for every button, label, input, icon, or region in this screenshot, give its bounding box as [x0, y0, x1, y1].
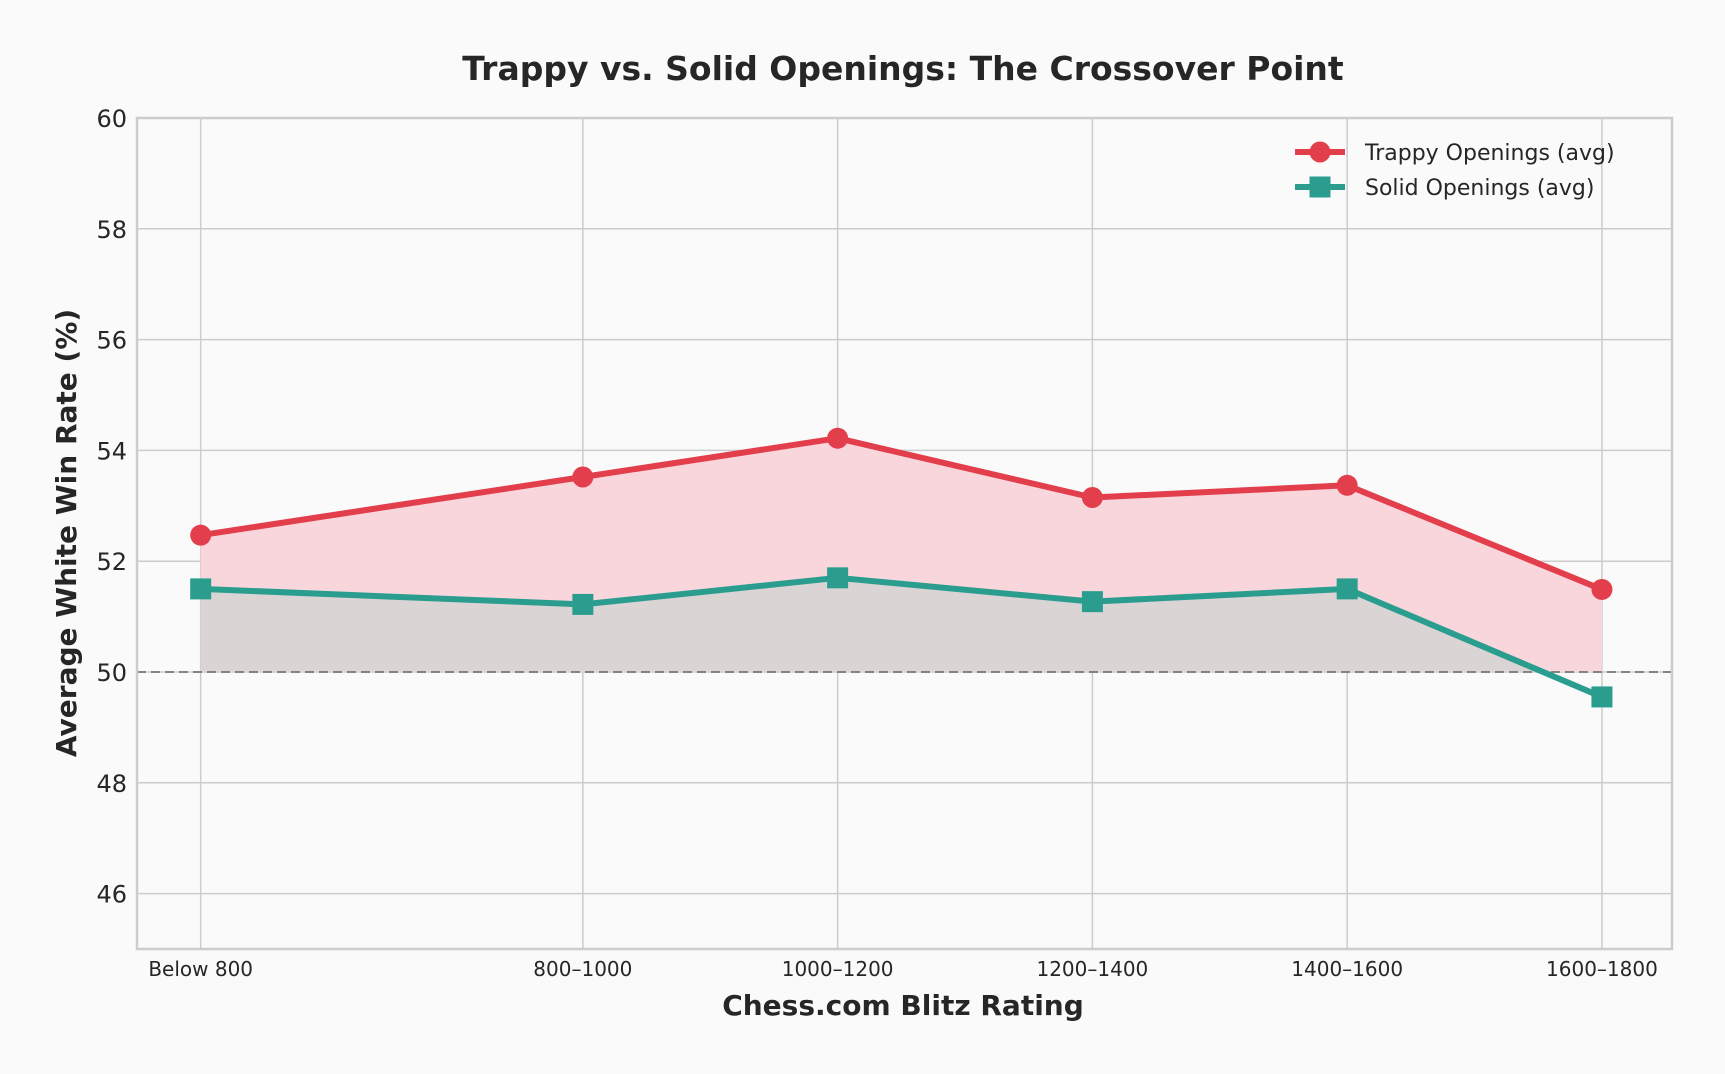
area-fills	[200, 438, 1602, 672]
data-point-trappy	[572, 466, 594, 488]
x-tick-label: 800–1000	[533, 957, 632, 981]
data-point-trappy	[1081, 486, 1103, 508]
series-line-0	[197, 435, 1605, 593]
y-tick-label: 50	[96, 659, 127, 687]
y-tick-label: 54	[96, 437, 127, 465]
chart-title: Trappy vs. Solid Openings: The Crossover…	[462, 49, 1344, 88]
x-tick-label: 1200–1400	[1036, 957, 1148, 981]
series-line-1	[197, 574, 1605, 700]
x-tick-label: Below 800	[148, 957, 253, 981]
data-point-trappy	[190, 524, 212, 546]
data-point-solid	[1336, 578, 1358, 600]
x-tick-labels: Below 800 800–1000 1000–1200 1200–1400 1400–…	[148, 957, 1658, 981]
y-tick-label: 46	[96, 881, 127, 909]
x-tick-label: 1000–1200	[782, 957, 894, 981]
y-tick-label: 60	[96, 105, 127, 133]
x-axis-label: Chess.com Blitz Rating	[722, 989, 1084, 1022]
legend-label-0: Trappy Openings (avg)	[1364, 141, 1615, 166]
data-point-solid	[190, 578, 212, 600]
legend-marker-square	[1309, 176, 1331, 198]
data-point-trappy	[1591, 578, 1613, 600]
y-tick-label: 48	[96, 770, 127, 798]
legend: Trappy Openings (avg) Solid Openings (avg…	[1295, 141, 1615, 201]
y-tick-label: 56	[96, 327, 127, 355]
x-tick-label: 1400–1600	[1291, 957, 1403, 981]
data-point-solid	[1081, 591, 1103, 613]
y-tick-label: 58	[96, 216, 127, 244]
y-tick-label: 52	[96, 548, 127, 576]
data-point-solid	[1591, 686, 1613, 708]
data-point-trappy	[1336, 474, 1358, 496]
legend-label-1: Solid Openings (avg)	[1365, 176, 1594, 201]
area-fill-series-1	[200, 577, 1544, 672]
y-tick-labels: 46 48 50 52 54 56 58 60	[96, 105, 127, 909]
x-tick-label: 1600–1800	[1546, 957, 1658, 981]
series-lines	[190, 427, 1613, 708]
plot-frame	[135, 116, 1674, 951]
data-point-solid	[572, 593, 594, 615]
data-point-solid	[827, 567, 849, 589]
y-axis-label: Average White Win Rate (%)	[50, 309, 83, 757]
legend-marker-circle	[1309, 141, 1331, 163]
data-point-trappy	[827, 427, 849, 449]
